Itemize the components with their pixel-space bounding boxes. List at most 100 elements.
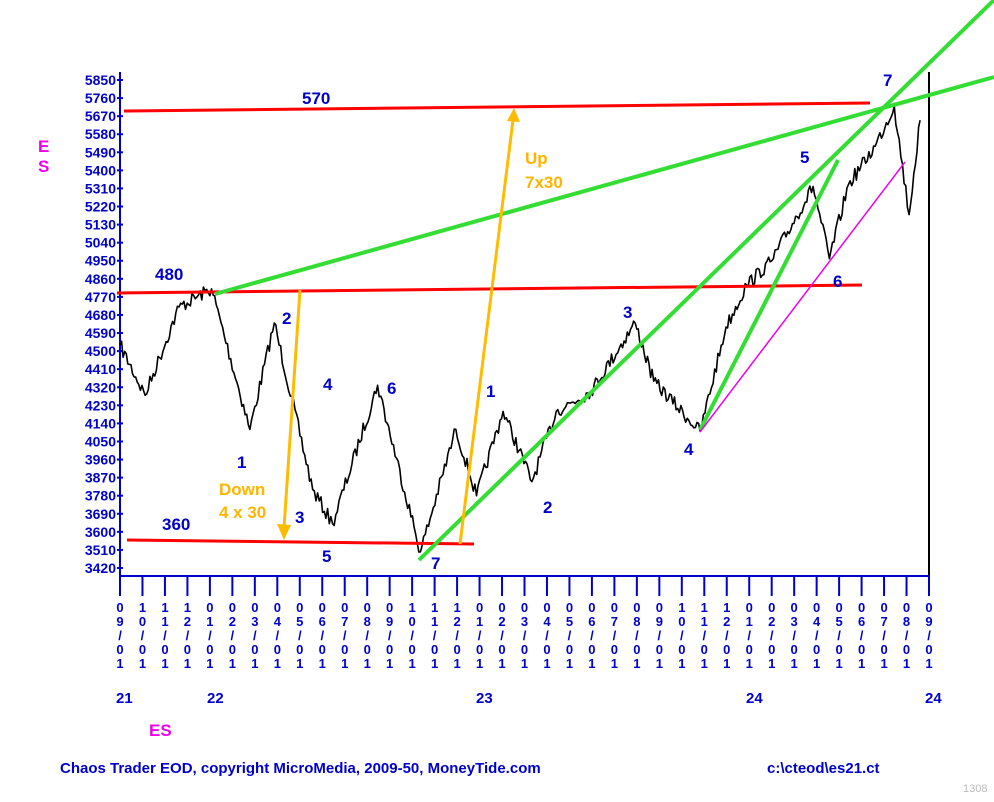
x-tick-label: / (725, 628, 729, 643)
x-tick-label: 0 (274, 600, 281, 615)
x-tick-label: 0 (835, 600, 842, 615)
page-number: 1308 (963, 783, 987, 795)
x-tick-label: 0 (274, 642, 281, 657)
x-tick-label: / (568, 628, 572, 643)
x-tick-label: 0 (925, 642, 932, 657)
x-tick-label: / (635, 628, 639, 643)
x-tick-label: 0 (656, 642, 663, 657)
x-tick-label: 1 (409, 600, 416, 615)
x-tick-label: 4 (813, 614, 821, 629)
x-tick-label: 1 (521, 656, 528, 671)
x-tick-label: 0 (925, 600, 932, 615)
x-tick-label: 0 (409, 614, 416, 629)
y-tick-label: 3960 (85, 452, 116, 468)
down-annotation-sub: 4 x 30 (219, 503, 266, 522)
wave-label: 5 (322, 547, 331, 566)
price-line (119, 105, 921, 553)
x-tick-label: 4 (543, 614, 551, 629)
x-tick-label: 5 (566, 614, 573, 629)
x-tick-label: 1 (633, 656, 640, 671)
x-tick-label: 1 (274, 656, 281, 671)
x-tick-label: 1 (746, 614, 753, 629)
x-tick-label: 7 (880, 614, 887, 629)
down-arrow (277, 289, 302, 540)
x-tick-label: 0 (296, 600, 303, 615)
x-tick-label: 2 (768, 614, 775, 629)
year-label: 22 (207, 690, 224, 707)
x-tick-label: 0 (611, 600, 618, 615)
x-tick-label: 0 (746, 600, 753, 615)
x-tick-label: 0 (184, 642, 191, 657)
wave-label: 4 (684, 440, 694, 459)
x-tick-label: 0 (543, 642, 550, 657)
wave-label: 6 (387, 379, 396, 398)
wave-label: 4 (323, 375, 333, 394)
footer-copyright: Chaos Trader EOD, copyright MicroMedia, … (60, 760, 541, 777)
x-tick-label: 2 (723, 614, 730, 629)
x-tick-label: 0 (139, 614, 146, 629)
wave-label: 3 (295, 508, 304, 527)
x-tick-label: 0 (588, 642, 595, 657)
wave-label: 2 (543, 498, 552, 517)
x-tick-label: 0 (543, 600, 550, 615)
x-tick-label: 1 (476, 656, 483, 671)
x-tick-label: 0 (476, 600, 483, 615)
x-tick-label: / (433, 628, 437, 643)
y-tick-label: 4410 (85, 361, 116, 377)
wave-label: 6 (833, 272, 842, 291)
x-tick-label: 1 (116, 656, 123, 671)
y-tick-label: 4140 (85, 415, 116, 431)
x-tick-label: 0 (251, 642, 258, 657)
x-tick-label: / (658, 628, 662, 643)
x-tick-label: 1 (431, 614, 438, 629)
y-tick-label: 3870 (85, 470, 116, 486)
x-tick-label: 2 (498, 614, 505, 629)
trendline-steep (698, 159, 840, 431)
x-tick-label: 0 (880, 642, 887, 657)
x-tick-label: / (590, 628, 594, 643)
x-tick-label: 6 (319, 614, 326, 629)
x-tick-label: 0 (206, 642, 213, 657)
wave-label: 7 (431, 554, 440, 573)
x-tick-label: / (545, 628, 549, 643)
x-tick-label: / (747, 628, 751, 643)
x-tick-label: 2 (184, 614, 191, 629)
x-tick-label: / (275, 628, 279, 643)
x-tick-label: 0 (858, 600, 865, 615)
x-tick-label: 1 (588, 656, 595, 671)
x-tick-label: / (680, 628, 684, 643)
level-line-570 (123, 101, 871, 113)
x-tick-label: 0 (611, 642, 618, 657)
symbol-label-bottom: ES (149, 721, 172, 740)
footer-filepath: c:\cteod\es21.ct (767, 760, 880, 777)
x-tick-label: / (792, 628, 796, 643)
x-tick-label: 0 (768, 600, 775, 615)
x-tick-label: / (388, 628, 392, 643)
up-arrow (458, 108, 520, 545)
level-label-480: 480 (155, 265, 183, 284)
symbol-letter-e: E (38, 137, 49, 156)
x-tick-label: / (320, 628, 324, 643)
x-tick-label: 0 (768, 642, 775, 657)
x-tick-label: 1 (386, 656, 393, 671)
level-line-360 (126, 538, 475, 546)
year-label: 23 (476, 690, 493, 707)
x-tick-label: / (410, 628, 414, 643)
x-tick-label: 0 (566, 600, 573, 615)
x-tick-label: 0 (903, 600, 910, 615)
x-tick-label: 1 (656, 656, 663, 671)
x-tick-label: 0 (835, 642, 842, 657)
x-tick-label: 1 (364, 656, 371, 671)
x-tick-label: 6 (588, 614, 595, 629)
x-tick-label: 0 (453, 642, 460, 657)
x-tick-label: 0 (206, 600, 213, 615)
x-tick-label: 8 (364, 614, 371, 629)
x-tick-label: / (815, 628, 819, 643)
x-tick-label: 0 (319, 642, 326, 657)
year-label: 21 (116, 690, 133, 707)
x-tick-label: 1 (813, 656, 820, 671)
y-tick-label: 4680 (85, 307, 116, 323)
x-tick-label: 0 (116, 600, 123, 615)
x-tick-label: 0 (723, 642, 730, 657)
